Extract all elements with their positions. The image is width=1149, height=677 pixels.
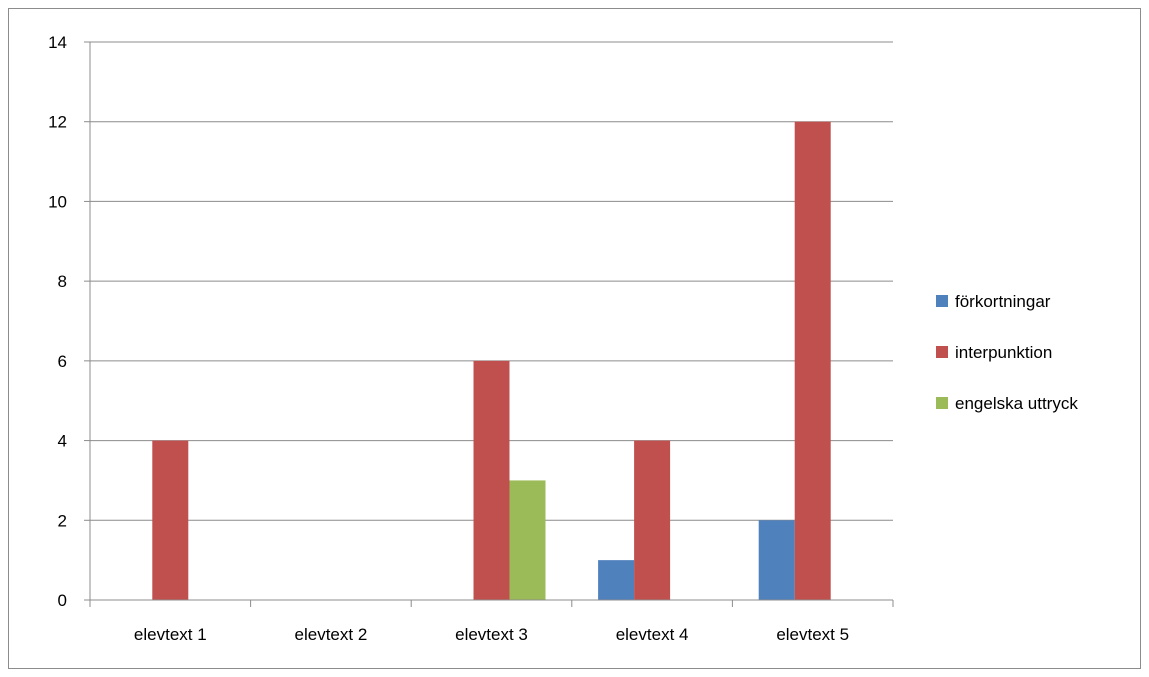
legend-swatch (936, 397, 948, 409)
y-tick-label: 8 (58, 272, 67, 291)
x-tick-label: elevtext 5 (776, 625, 849, 644)
bar (152, 440, 189, 600)
x-tick-labels: elevtext 1 elevtext 2 elevtext 3 elevtext 4… (134, 625, 849, 644)
bar (758, 520, 795, 600)
y-tick-labels: 0 2 4 6 8 10 12 14 (48, 33, 67, 610)
y-tick-label: 4 (58, 432, 67, 451)
legend: förkortningar interpunktion engelska uttry… (936, 292, 1078, 413)
y-tick-label: 0 (58, 591, 67, 610)
bar (634, 440, 671, 600)
y-tick-label: 14 (48, 33, 67, 52)
y-tick-label: 6 (58, 352, 67, 371)
legend-swatch (936, 295, 948, 307)
legend-swatch (936, 346, 948, 358)
bar (509, 480, 546, 600)
bar (473, 360, 510, 600)
bar (598, 560, 635, 600)
legend-label: förkortningar (955, 292, 1051, 311)
x-tick-label: elevtext 3 (455, 625, 528, 644)
legend-label: interpunktion (955, 343, 1052, 362)
y-tick-label: 10 (48, 192, 67, 211)
chart-frame (8, 8, 1141, 669)
axes (84, 41, 894, 607)
legend-label: engelska uttryck (955, 394, 1078, 413)
bars (152, 121, 831, 600)
x-tick-label: elevtext 2 (295, 625, 368, 644)
x-tick-label: elevtext 1 (134, 625, 207, 644)
y-tick-label: 2 (58, 511, 67, 530)
bar (794, 121, 831, 600)
x-tick-label: elevtext 4 (616, 625, 689, 644)
y-tick-label: 12 (48, 113, 67, 132)
